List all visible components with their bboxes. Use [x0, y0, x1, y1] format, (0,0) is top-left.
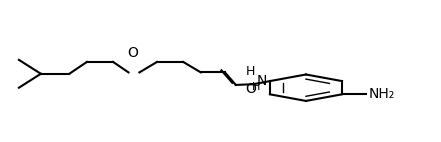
Text: N: N [257, 74, 267, 88]
Text: H: H [246, 65, 255, 78]
Text: O: O [246, 82, 256, 96]
Text: O: O [127, 46, 138, 60]
Text: NH₂: NH₂ [368, 87, 395, 101]
Text: H: H [252, 82, 261, 92]
